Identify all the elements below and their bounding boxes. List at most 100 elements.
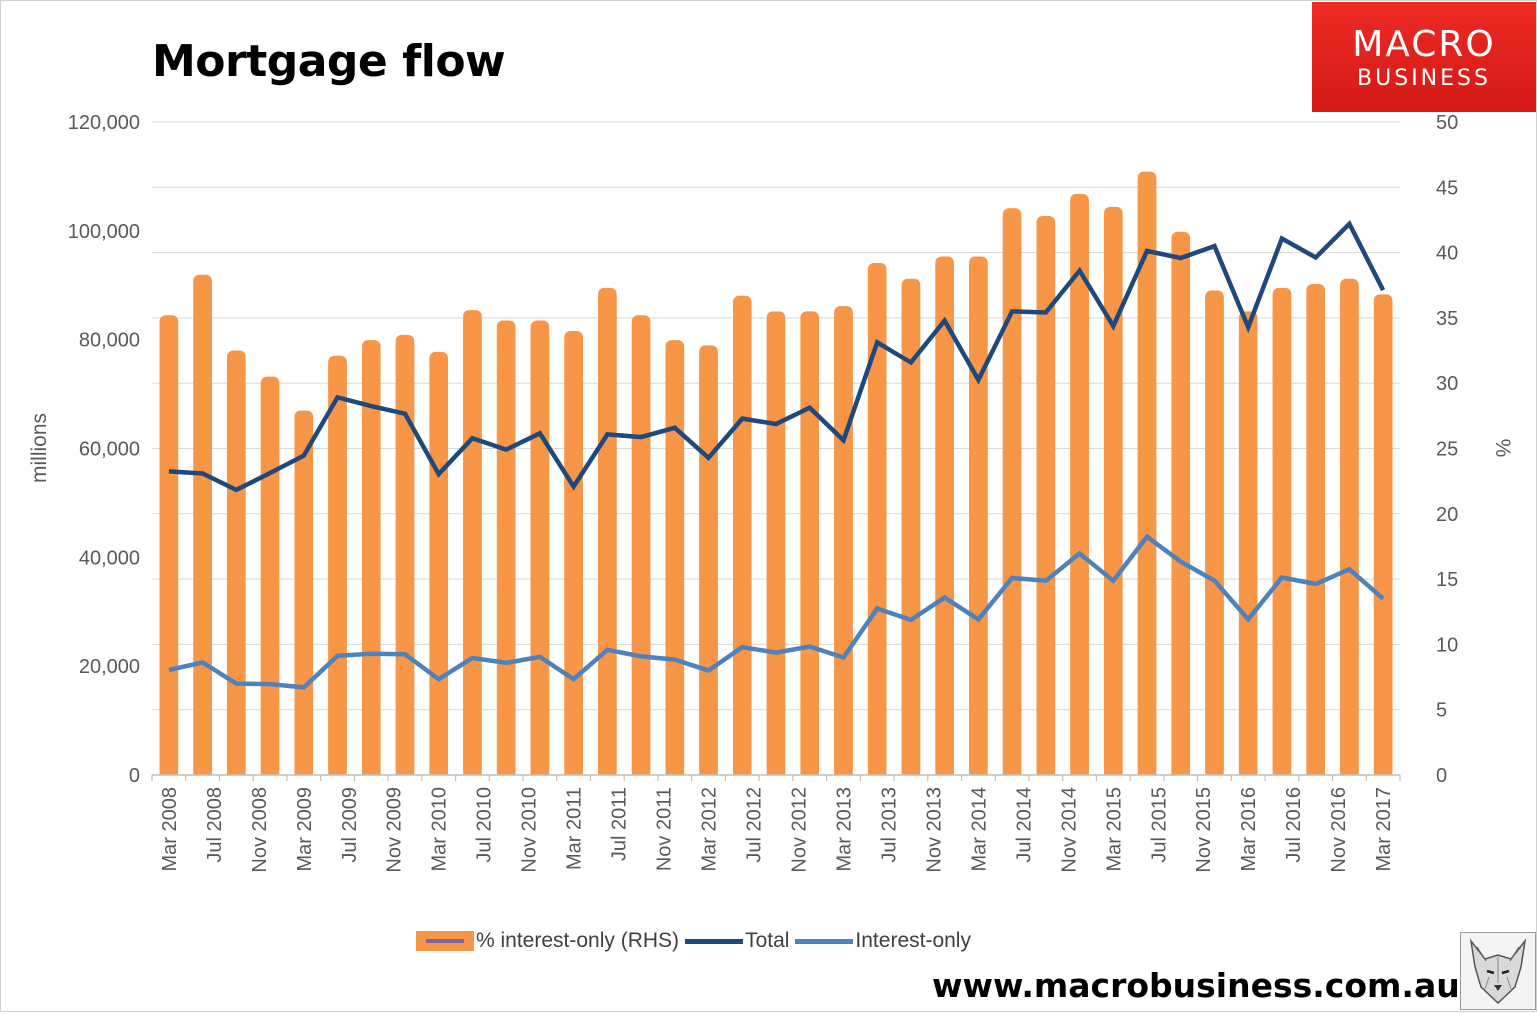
logo-text-business: BUSINESS xyxy=(1357,66,1491,91)
bar xyxy=(1272,295,1292,775)
x-tick-label: Mar 2012 xyxy=(699,787,721,872)
bar xyxy=(429,359,448,775)
x-tick-label: Nov 2016 xyxy=(1328,787,1350,873)
y2-tick-label: 35 xyxy=(1436,308,1458,330)
x-tick-label: Nov 2010 xyxy=(519,787,541,873)
y2-tick-label: 0 xyxy=(1436,765,1447,787)
website-url[interactable]: www.macrobusiness.com.au xyxy=(932,966,1460,1005)
y2-tick-label: 25 xyxy=(1436,439,1458,461)
bar xyxy=(463,318,482,775)
x-tick-label: Mar 2008 xyxy=(159,787,181,872)
x-tick-label: Jul 2011 xyxy=(609,787,631,861)
y-tick-label: 80,000 xyxy=(79,330,140,352)
bar xyxy=(530,328,550,775)
bar xyxy=(699,353,718,775)
x-tick-label: Mar 2014 xyxy=(968,787,990,872)
bar xyxy=(1171,239,1191,776)
bar xyxy=(1340,286,1359,775)
x-tick-label: Nov 2015 xyxy=(1193,787,1215,873)
y2-tick-label: 10 xyxy=(1436,634,1458,656)
y2-axis-title: % xyxy=(1491,439,1514,458)
x-tick-label: Nov 2012 xyxy=(789,787,811,873)
axes: 0 20,000 40,000 60,000 80,000 100,000 120,000 0… xyxy=(28,112,1514,873)
legend-label: Interest-only xyxy=(855,929,971,952)
bar xyxy=(1002,216,1022,776)
series-line xyxy=(168,220,1386,493)
bar xyxy=(294,418,314,775)
y-tick-label: 120,000 xyxy=(68,112,140,134)
chart-legend: % interest-only (RHS) Total Interest-onl… xyxy=(416,928,977,954)
bar xyxy=(867,271,887,775)
x-tick-label: Jul 2015 xyxy=(1148,787,1170,863)
wolf-icon xyxy=(1460,932,1536,1010)
legend-label: Total xyxy=(745,929,790,952)
bar xyxy=(901,286,921,775)
x-tick-label: Mar 2016 xyxy=(1238,787,1260,872)
bar xyxy=(361,348,381,775)
bar xyxy=(1238,319,1258,775)
x-tick-label: Jul 2009 xyxy=(339,787,361,863)
bar-series xyxy=(159,171,1393,776)
y2-tick-label: 45 xyxy=(1436,177,1458,199)
y-tick-label: 20,000 xyxy=(79,656,140,678)
x-tick-label: Mar 2011 xyxy=(564,787,586,870)
bar xyxy=(1137,179,1157,776)
bar xyxy=(969,264,988,775)
bar xyxy=(935,264,954,775)
x-tick-label: Nov 2014 xyxy=(1058,787,1080,873)
y-tick-label: 100,000 xyxy=(68,221,140,243)
y-tick-label: 60,000 xyxy=(79,439,140,461)
chart-title: Mortgage flow xyxy=(152,36,506,87)
bar xyxy=(1036,224,1056,776)
x-tick-label: Mar 2009 xyxy=(294,787,316,872)
x-tick-label: Jul 2014 xyxy=(1013,787,1035,863)
x-tick-label: Mar 2013 xyxy=(834,787,856,872)
y2-tick-label: 30 xyxy=(1436,373,1458,395)
legend-item-interest-only: Interest-only xyxy=(795,929,971,953)
bar xyxy=(1373,302,1393,775)
bar xyxy=(800,319,820,775)
bar xyxy=(1205,298,1224,775)
bar xyxy=(766,319,786,775)
bar xyxy=(159,323,179,775)
line-series xyxy=(168,220,1386,690)
legend-item-interest-only-share: % interest-only (RHS) xyxy=(416,929,679,953)
bar xyxy=(328,363,347,775)
x-tick-label: Nov 2013 xyxy=(923,787,945,873)
bar xyxy=(564,338,583,775)
x-tick-label: Jul 2016 xyxy=(1283,787,1305,863)
legend-item-total: Total xyxy=(685,929,789,953)
bar xyxy=(227,358,246,775)
y2-tick-label: 40 xyxy=(1436,243,1458,265)
logo-text-macro: MACRO xyxy=(1352,24,1496,65)
x-tick-label: Nov 2009 xyxy=(384,787,406,873)
y2-tick-label: 20 xyxy=(1436,504,1458,526)
legend-swatch-line xyxy=(795,938,854,944)
x-tick-label: Jul 2012 xyxy=(744,787,766,863)
x-tick-label: Mar 2015 xyxy=(1103,787,1125,872)
y-axis-title: millions xyxy=(28,413,51,483)
legend-swatch-line xyxy=(685,938,744,944)
y-tick-label: 0 xyxy=(129,765,140,787)
bar xyxy=(1070,201,1089,775)
bar xyxy=(1306,291,1325,775)
y2-tick-label: 50 xyxy=(1436,112,1458,134)
y2-tick-label: 15 xyxy=(1436,569,1458,591)
x-tick-label: Nov 2011 xyxy=(654,787,676,871)
y-tick-label: 40,000 xyxy=(79,547,140,569)
macrobusiness-logo[interactable]: MACRO BUSINESS xyxy=(1312,2,1536,112)
y2-tick-label: 5 xyxy=(1436,700,1447,722)
bar xyxy=(193,282,212,775)
x-tick-label: Mar 2010 xyxy=(429,787,451,872)
bar xyxy=(631,323,651,775)
x-tick-label: Nov 2008 xyxy=(249,787,271,873)
x-tick-label: Jul 2013 xyxy=(878,787,900,863)
legend-label: % interest-only (RHS) xyxy=(476,929,680,952)
bar xyxy=(395,342,415,775)
bar xyxy=(732,303,752,775)
x-tick-label: Mar 2017 xyxy=(1373,787,1395,872)
bar xyxy=(834,314,853,775)
x-tick-label: Jul 2008 xyxy=(204,787,226,863)
bar xyxy=(496,328,516,775)
